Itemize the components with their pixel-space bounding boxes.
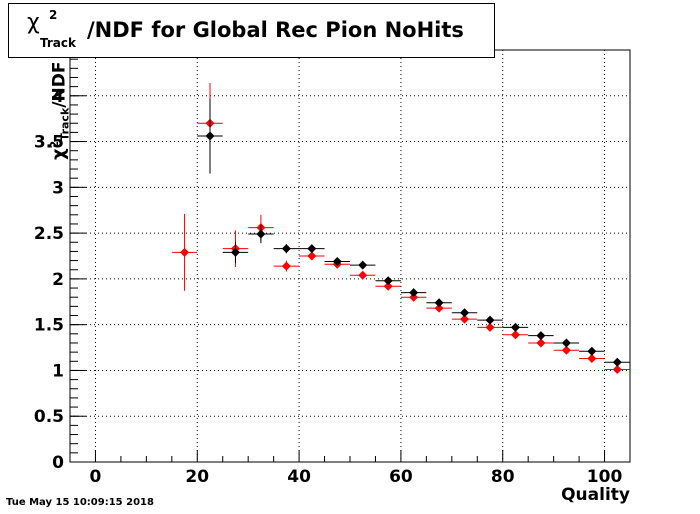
data-point [307, 244, 317, 254]
grid-lines [70, 50, 630, 462]
data-point [409, 292, 419, 302]
data-point [409, 288, 419, 298]
data-point [510, 322, 520, 332]
ylabel-text: /NDF [49, 61, 70, 108]
data-point [230, 247, 240, 257]
chart-title-box: χ 2 Track /NDF for Global Rec Pion NoHit… [8, 3, 495, 58]
data-point [587, 346, 597, 356]
y-tick-label: 0 [52, 453, 64, 473]
y-tick-label: 1 [52, 361, 64, 381]
ylabel-subscript: Track [58, 107, 72, 141]
data-point [332, 256, 342, 266]
x-tick-label: 0 [90, 467, 102, 487]
data-point [612, 357, 622, 367]
timestamp: Tue May 15 10:09:15 2018 [6, 497, 154, 508]
data-point [510, 330, 520, 340]
data-point [434, 303, 444, 313]
y-tick-label: 4 [52, 87, 64, 107]
axis-ticks [69, 58, 631, 463]
data-point [281, 261, 291, 271]
x-axis-label: Quality [561, 485, 630, 505]
title-chi-symbol: χ [27, 10, 40, 35]
title-subscript: Track [40, 36, 76, 50]
x-tick-label: 60 [389, 467, 413, 487]
data-point [485, 322, 495, 332]
y-tick-label: 2 [52, 270, 64, 290]
data-point [256, 229, 266, 239]
data-point [434, 298, 444, 308]
data-series [171, 82, 630, 375]
data-point [536, 338, 546, 348]
x-tick-label: 100 [587, 467, 623, 487]
data-point [383, 281, 393, 291]
data-point [205, 131, 215, 141]
chart-title: /NDF for Global Rec Pion NoHits [87, 18, 464, 42]
x-tick-label: 40 [287, 467, 311, 487]
data-point [561, 338, 571, 348]
data-point [180, 247, 190, 257]
data-point [587, 354, 597, 364]
plot-frame [69, 49, 631, 463]
series-1 [197, 98, 630, 367]
data-point [485, 315, 495, 325]
y-tick-label: 3 [52, 178, 64, 198]
data-point [612, 365, 622, 375]
y-tick-label: 3.5 [34, 133, 64, 153]
x-tick-label: 20 [185, 467, 209, 487]
data-point [358, 270, 368, 280]
data-point [460, 308, 470, 318]
y-tick-label: 2.5 [34, 224, 64, 244]
ylabel-chi-symbol: χ [48, 148, 70, 160]
y-tick-labels: 0 0.5 1 1.5 2 2.5 3 3.5 4 [34, 87, 64, 473]
data-point [383, 276, 393, 286]
x-tick-labels: 0 20 40 60 80 100 [90, 467, 623, 487]
ylabel-superscript: 2 [48, 140, 61, 149]
y-tick-label: 0.5 [34, 407, 64, 427]
y-tick-label: 1.5 [34, 316, 64, 336]
data-point [460, 314, 470, 324]
data-point [561, 345, 571, 355]
data-point [536, 331, 546, 341]
y-axis-label: χ2Track/NDF [10, 60, 72, 220]
title-superscript: 2 [49, 8, 58, 22]
data-point [281, 244, 291, 254]
data-point [307, 251, 317, 261]
data-point [358, 260, 368, 270]
x-tick-label: 80 [491, 467, 515, 487]
